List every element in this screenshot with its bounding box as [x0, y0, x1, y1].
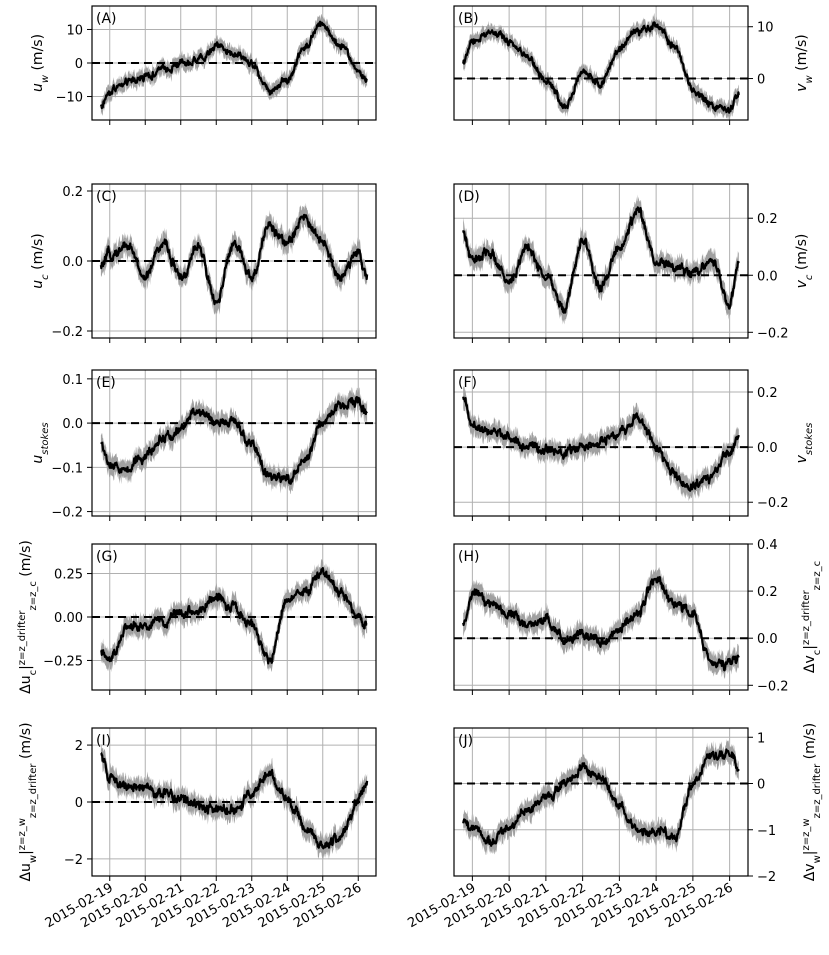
panel-label: (I)	[96, 733, 111, 749]
panel-g: (G) −0.25 0.00 0.25 Δuc|z=z_drifterz=z_c (m/…	[17, 540, 377, 695]
grid	[92, 370, 376, 516]
y-tick-label: 10	[757, 21, 774, 36]
panel-label: (G)	[96, 549, 118, 565]
y-tick-label: −10	[56, 91, 83, 106]
spread-band	[100, 743, 368, 860]
y-tick-label: −1	[757, 824, 776, 839]
y-tick-label: 0.2	[757, 585, 778, 600]
y-axis-label: Δuw|z=z_wz=z_drifter (m/s)	[17, 722, 39, 881]
y-tick-label: 0.0	[757, 269, 778, 284]
y-tick-label: 1	[757, 731, 765, 746]
y-tick-label: −2	[757, 870, 776, 885]
spread-band	[100, 202, 368, 315]
y-tick-label: −0.2	[51, 325, 83, 340]
y-tick-label: 0.4	[757, 538, 778, 553]
panel-label: (E)	[96, 375, 116, 391]
y-tick-label: 0.2	[757, 212, 778, 227]
y-tick-label: −0.2	[51, 506, 83, 521]
series-line	[462, 748, 740, 847]
y-axis-label: Δvw|z=z_wz=z_drifter (m/s)	[801, 723, 823, 882]
axes-frame	[453, 727, 749, 877]
panel-b: (B) 0 10 vw (m/s)	[453, 5, 815, 125]
series-line	[100, 752, 369, 850]
y-tick-label: 0	[757, 73, 765, 88]
y-tick-label: 0.0	[62, 417, 83, 432]
panel-label: (B)	[458, 11, 479, 27]
y-tick-label: 10	[66, 23, 83, 38]
panel-e: (E) −0.2 −0.1 0.0 0.1 ustokes	[30, 369, 377, 521]
series-line	[462, 396, 740, 492]
y-tick-label: 0.2	[757, 386, 778, 401]
series-line	[462, 206, 740, 314]
y-tick-label: 0.0	[757, 632, 778, 647]
axes-frame	[91, 369, 377, 517]
y-tick-label: 0.1	[62, 373, 83, 388]
y-tick-label: 0.0	[757, 441, 778, 456]
panel-a: (A) −10 0 10 uw (m/s)	[30, 5, 377, 125]
axes-frame	[453, 183, 749, 339]
panel-label: (J)	[458, 733, 473, 749]
panel-d: (D) −0.2 0.0 0.2 vc (m/s)	[453, 183, 815, 343]
y-tick-label: −0.2	[757, 679, 789, 694]
y-axis-label: vw (m/s)	[794, 34, 815, 92]
y-tick-label: 0	[757, 778, 765, 793]
panel-h: (H) −0.2 0.0 0.2 0.4 Δvc|z=z_drifterz=z_c	[453, 538, 823, 695]
y-tick-label: −2	[64, 853, 83, 868]
panel-label: (C)	[96, 189, 117, 205]
y-tick-label: −0.2	[757, 496, 789, 511]
y-axis-label: Δuc|z=z_drifterz=z_c (m/s)	[17, 540, 39, 694]
grid	[454, 728, 748, 877]
y-tick-label: 0.2	[62, 185, 83, 200]
axes-frame	[453, 543, 749, 691]
panel-label: (F)	[458, 375, 477, 391]
grid	[454, 543, 748, 690]
y-axis-label: Δvc|z=z_drifterz=z_c	[801, 561, 823, 673]
panel-label: (A)	[96, 11, 117, 27]
spread-band	[100, 387, 368, 495]
axes-frame	[453, 369, 749, 517]
y-axis-label: vstokes	[794, 423, 815, 464]
series-line	[99, 213, 369, 306]
y-tick-label: 0.25	[54, 568, 83, 583]
spread-band	[463, 194, 739, 325]
panel-label: (D)	[458, 189, 480, 205]
spread-band	[463, 12, 739, 120]
spread-band	[463, 567, 739, 680]
series-line	[99, 20, 368, 110]
y-axis-label: uw (m/s)	[30, 34, 51, 92]
y-tick-label: 0.0	[62, 255, 83, 270]
y-tick-label: −0.1	[51, 461, 83, 476]
y-tick-label: −0.25	[43, 654, 83, 669]
panel-label: (H)	[458, 549, 479, 565]
panel-c: (C) −0.2 0.0 0.2 uc (m/s)	[30, 183, 377, 343]
y-axis-label: uc (m/s)	[30, 233, 51, 288]
series-line	[462, 21, 740, 114]
series-line	[462, 576, 740, 672]
y-tick-label: 0.00	[54, 611, 83, 626]
spread-band	[100, 559, 368, 673]
y-tick-label: 0	[75, 57, 83, 72]
y-axis-label: ustokes	[30, 422, 51, 463]
y-tick-label: 2	[75, 739, 83, 754]
y-axis-label: vc (m/s)	[794, 234, 815, 289]
axes-frame	[453, 5, 749, 121]
spread-band	[463, 739, 739, 855]
y-tick-label: −0.2	[757, 326, 789, 341]
series-line	[100, 567, 368, 665]
y-tick-label: 0	[75, 796, 83, 811]
panel-f: (F) −0.2 0.0 0.2 vstokes	[453, 369, 815, 521]
series-line	[100, 396, 368, 485]
